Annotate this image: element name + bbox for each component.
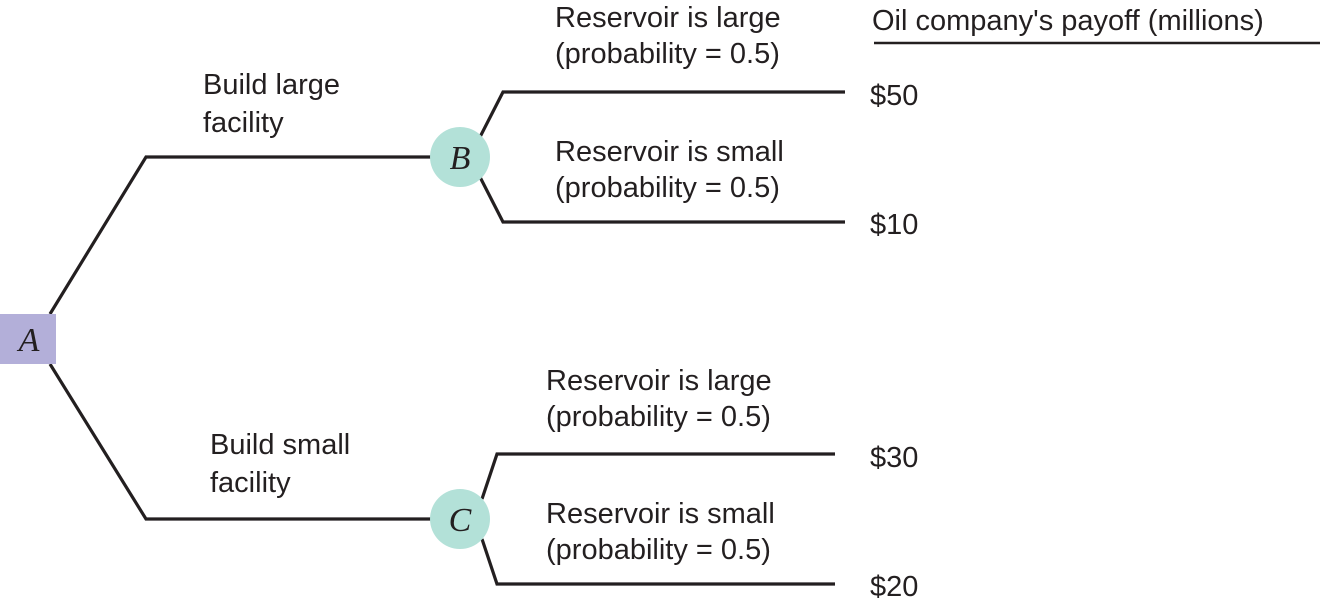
outcome-label-b-large: Reservoir is large (probability = 0.5) — [555, 2, 781, 70]
outcome-label-c-large-line1: Reservoir is large — [546, 365, 772, 397]
payoff-b-small: $10 — [870, 209, 918, 241]
outcome-label-b-small-line2: (probability = 0.5) — [555, 172, 780, 204]
payoff-c-large: $30 — [870, 442, 918, 474]
chance-node-b: B — [430, 127, 490, 187]
outcome-label-b-small-line1: Reservoir is small — [555, 136, 784, 168]
decision-label-build-small-line2: facility — [210, 467, 291, 499]
branch-b-reservoir-small — [478, 176, 845, 224]
decision-label-build-large-line1: Build large — [203, 69, 340, 101]
payoff-b-large: $50 — [870, 80, 918, 112]
branch-build-large — [48, 155, 440, 315]
outcome-label-b-large-line1: Reservoir is large — [555, 2, 781, 34]
decision-label-build-large: Build large facility — [203, 69, 340, 139]
branch-c-reservoir-large — [480, 452, 835, 500]
outcome-label-b-large-line2: (probability = 0.5) — [555, 38, 780, 70]
decision-node-a-letter: A — [17, 322, 40, 359]
decision-label-build-small: Build small facility — [210, 429, 350, 499]
decision-node-a: A — [0, 314, 56, 364]
decision-node-a-box — [0, 314, 56, 364]
branch-c-reservoir-small — [480, 538, 835, 586]
decision-label-build-large-line2: facility — [203, 107, 284, 139]
outcome-label-c-large: Reservoir is large (probability = 0.5) — [546, 365, 772, 433]
payoff-header: Oil company's payoff (millions) — [872, 5, 1264, 37]
outcome-label-c-small-line2: (probability = 0.5) — [546, 534, 771, 566]
chance-node-b-letter: B — [450, 140, 471, 177]
chance-node-c-circle — [430, 489, 490, 549]
outcome-label-b-small: Reservoir is small (probability = 0.5) — [555, 136, 784, 204]
chance-node-c-letter: C — [449, 502, 472, 539]
chance-node-b-circle — [430, 127, 490, 187]
outcome-label-c-small-line1: Reservoir is small — [546, 498, 775, 530]
branch-build-small — [48, 363, 440, 521]
payoff-c-small: $20 — [870, 571, 918, 603]
branch-b-reservoir-large — [478, 90, 845, 138]
decision-label-build-small-line1: Build small — [210, 429, 350, 461]
chance-node-c: C — [430, 489, 490, 549]
outcome-label-c-small: Reservoir is small (probability = 0.5) — [546, 498, 775, 566]
outcome-label-c-large-line2: (probability = 0.5) — [546, 401, 771, 433]
